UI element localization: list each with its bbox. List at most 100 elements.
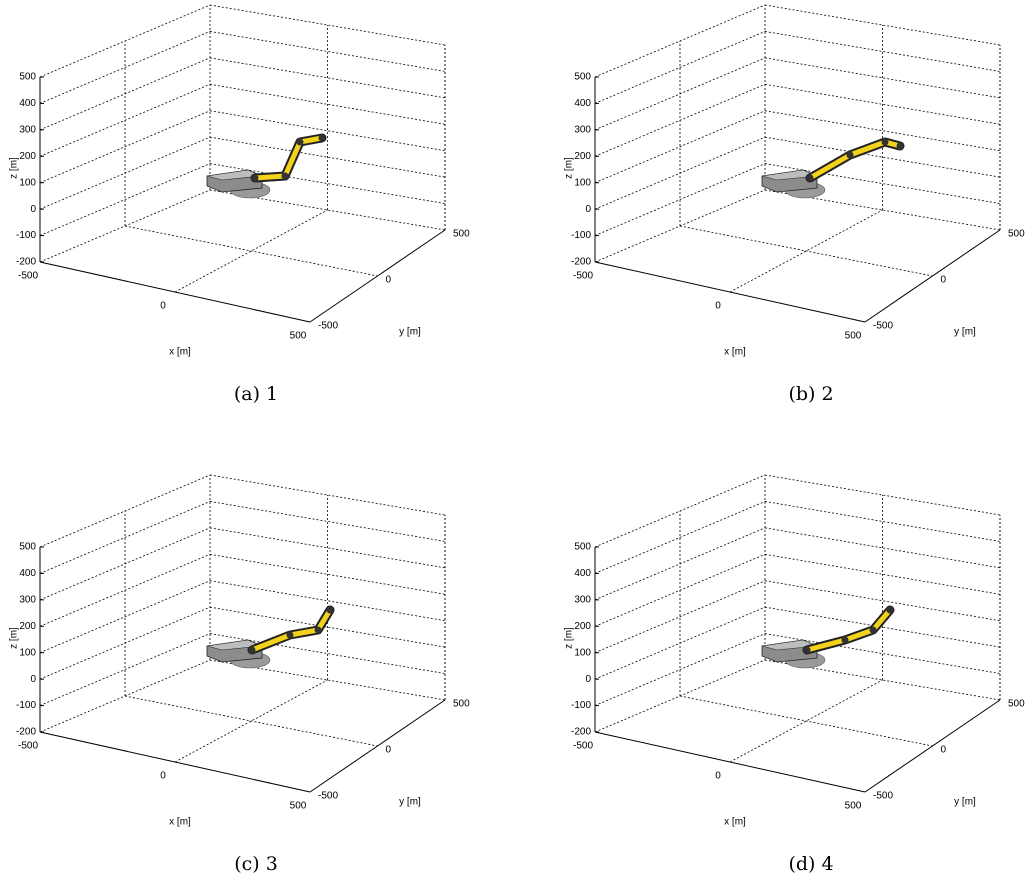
x-axis-label: x [m] [169, 347, 191, 358]
z-tick-label: 0 [30, 204, 36, 215]
z-tick-label: 500 [574, 542, 591, 553]
panel: 5004003002001000-100-200-5000500-5000500… [564, 5, 1025, 405]
x-tick-label: 0 [160, 301, 166, 312]
robot-joint [282, 173, 289, 180]
z-tick-label: 300 [574, 124, 591, 135]
y-axis [310, 700, 445, 792]
z-tick-label: 0 [30, 674, 36, 685]
y-tick-label: 0 [386, 745, 392, 756]
robot-joint [870, 627, 877, 634]
z-tick-label: 200 [19, 151, 36, 162]
x-tick-label: 500 [845, 801, 862, 812]
z-tick-label: 400 [574, 98, 591, 109]
z-tick-label: 500 [19, 72, 36, 83]
y-tick-label: 500 [1008, 699, 1025, 710]
z-tick-label: 200 [574, 621, 591, 632]
x-axis [595, 732, 865, 792]
z-tick-label: 500 [19, 542, 36, 553]
z-tick-label: 100 [574, 647, 591, 658]
x-axis [595, 262, 865, 322]
y-tick-label: -500 [873, 791, 893, 802]
x-tick-label: 500 [845, 331, 862, 342]
robot-joint [297, 139, 304, 146]
z-axis-label: z [m] [9, 157, 20, 179]
caption: (b) 2 [788, 383, 833, 405]
z-tick-label: -200 [571, 727, 591, 738]
x-tick-label: 0 [715, 301, 721, 312]
robot-joint [319, 135, 326, 142]
robot-joint [807, 175, 814, 182]
grid-line [125, 226, 378, 276]
y-axis-label: y [m] [954, 327, 976, 338]
robot-arm-outline [807, 610, 890, 650]
figure: 500 400 300 200 100 0 -100 -200 -500 0 500 -500 0 500… [0, 0, 1026, 881]
y-tick-label: -500 [318, 791, 338, 802]
x-tick-label: 500 [290, 331, 307, 342]
z-tick-label: 100 [19, 647, 36, 658]
z-tick-label: -200 [16, 257, 36, 268]
robot-joint [897, 143, 904, 150]
x-axis-label: x [m] [724, 347, 746, 358]
x-axis [40, 732, 310, 792]
robot-joint [252, 175, 259, 182]
x-tick-label: 0 [715, 771, 721, 782]
robot-joint [847, 152, 854, 159]
robot-joint [842, 637, 849, 644]
x-tick-label: -500 [18, 271, 38, 282]
y-axis-label: y [m] [399, 327, 421, 338]
caption: (a) 1 [234, 383, 278, 405]
y-tick-label: 0 [941, 275, 947, 286]
grid-line [680, 226, 933, 276]
y-tick-label: 500 [1008, 229, 1025, 240]
y-axis [865, 230, 1000, 322]
z-axis-label: z [m] [564, 627, 575, 649]
panel: 500 400 300 200 100 0 -100 -200 -500 0 500 -500 0 500… [564, 475, 1025, 875]
z-tick-label: 100 [574, 177, 591, 188]
z-tick-label: -100 [16, 230, 36, 241]
y-tick-label: -500 [873, 321, 893, 332]
z-tick-label: 500 [574, 72, 591, 83]
y-axis [865, 700, 1000, 792]
z-tick-label: -100 [16, 700, 36, 711]
robot-arm [810, 142, 900, 178]
x-axis [40, 262, 310, 322]
z-tick-label: 400 [19, 568, 36, 579]
robot-joint [804, 647, 811, 654]
z-tick-label: 300 [19, 594, 36, 605]
z-tick-label: -200 [16, 727, 36, 738]
robot-joint [315, 627, 322, 634]
x-tick-label: -500 [573, 271, 593, 282]
z-tick-label: -100 [571, 230, 591, 241]
z-tick-label: 400 [574, 568, 591, 579]
z-tick-label: 300 [574, 594, 591, 605]
z-tick-label: -200 [571, 257, 591, 268]
x-tick-label: -500 [18, 741, 38, 752]
z-tick-label: -100 [571, 700, 591, 711]
panel: 5004003002001000-100-200-5000500-5000500… [9, 5, 470, 405]
panel: 500 400 300 200 100 0 -100 -200 -500 0 500 -500 0 500… [9, 475, 470, 875]
robot-joint [327, 607, 334, 614]
z-axis-label: z [m] [9, 627, 20, 649]
y-axis-label: y [m] [954, 797, 976, 808]
x-tick-label: -500 [573, 741, 593, 752]
y-axis [310, 230, 445, 322]
z-tick-label: 400 [19, 98, 36, 109]
y-axis-label: y [m] [399, 797, 421, 808]
z-axis-label: z [m] [564, 157, 575, 179]
robot-joint [887, 607, 894, 614]
x-tick-label: 500 [290, 801, 307, 812]
x-tick-label: 0 [160, 771, 166, 782]
y-tick-label: 0 [386, 275, 392, 286]
y-tick-label: -500 [318, 321, 338, 332]
z-tick-label: 300 [19, 124, 36, 135]
z-tick-label: 200 [19, 621, 36, 632]
y-tick-label: 500 [453, 699, 470, 710]
grid-line [125, 696, 378, 746]
y-tick-label: 0 [941, 745, 947, 756]
z-tick-label: 0 [585, 674, 591, 685]
caption: (c) 3 [234, 853, 278, 875]
caption: (d) 4 [788, 853, 833, 875]
y-tick-label: 500 [453, 229, 470, 240]
robot-joint [287, 632, 294, 639]
x-axis-label: x [m] [724, 817, 746, 828]
